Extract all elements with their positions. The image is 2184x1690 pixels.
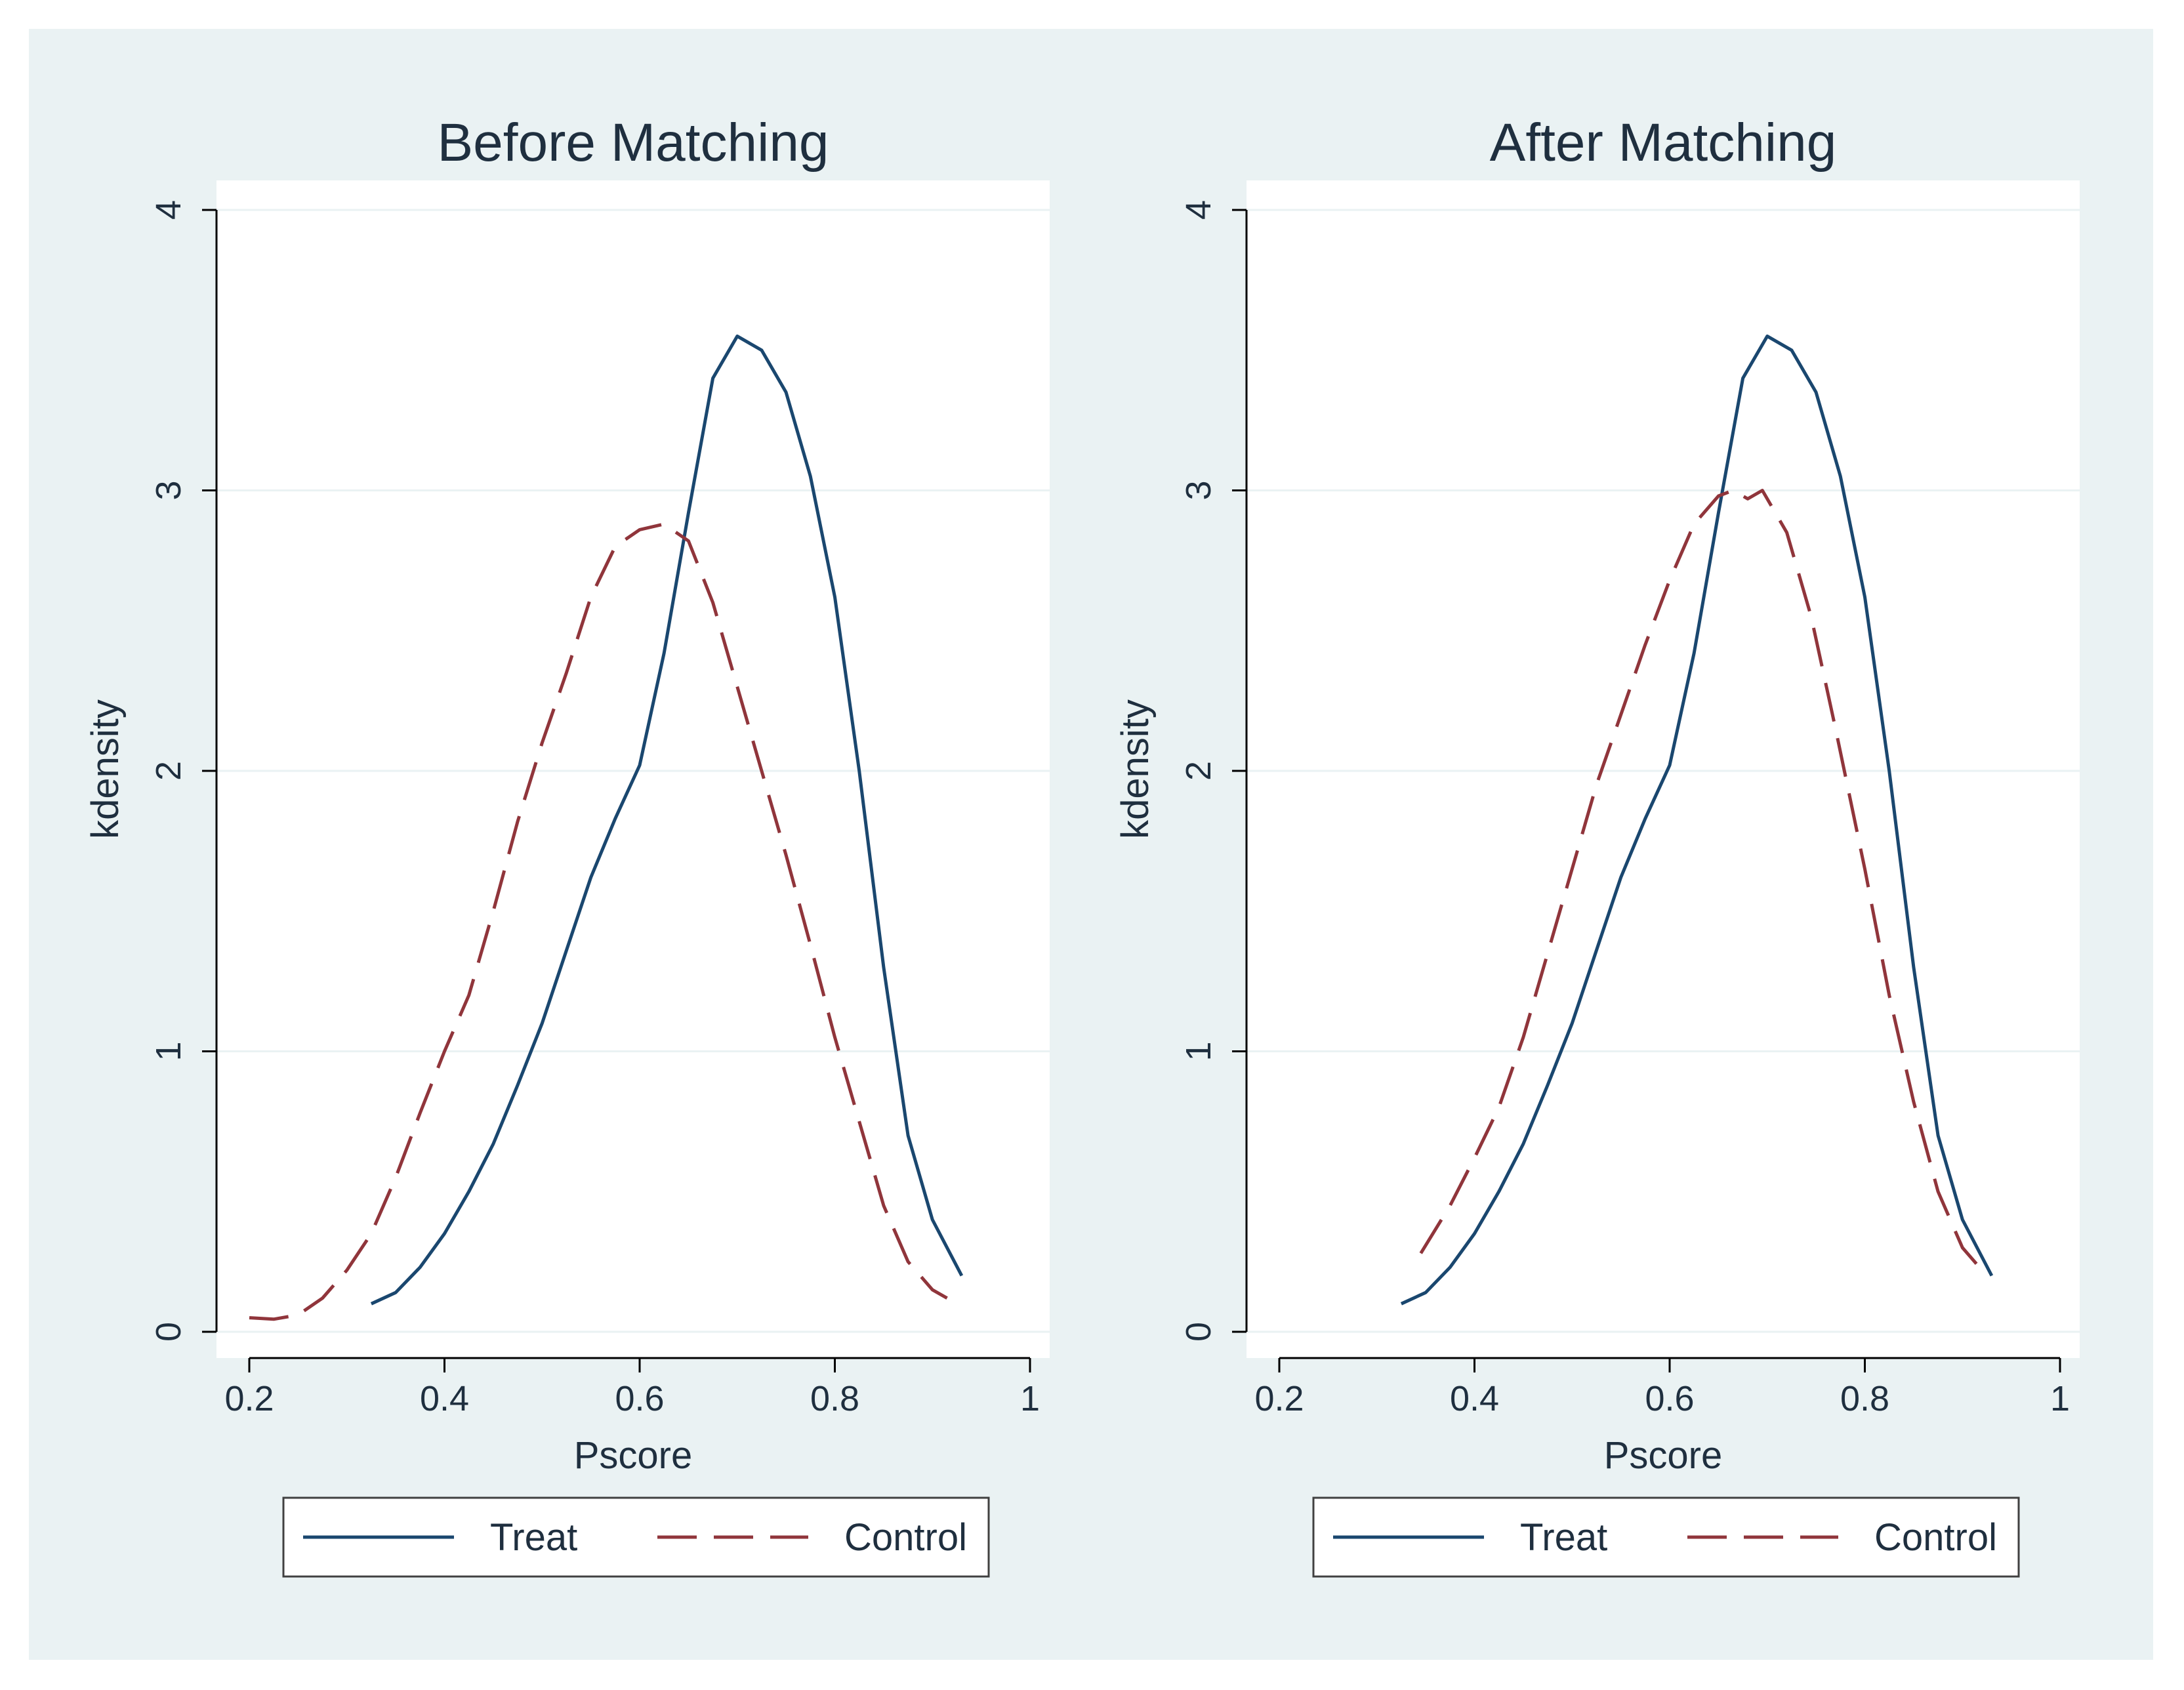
x-tick-label: 0.6: [615, 1379, 664, 1418]
x-tick-label: 0.2: [224, 1379, 274, 1418]
y-tick-label: 2: [1179, 761, 1218, 781]
chart-title: After Matching: [1490, 113, 1837, 173]
series-line-treat: [370, 334, 964, 1306]
legend-label-treat: Treat: [490, 1516, 577, 1559]
x-tick-label: 0.8: [810, 1379, 859, 1418]
y-axis-title: kdensity: [84, 699, 127, 839]
y-tick-label: 4: [149, 200, 188, 220]
x-axis-title: Pscore: [574, 1434, 693, 1477]
panel-before-matching: 0 1 2 3 4 0.2 0.4 0.6 0.8 1 Before Matching Pscore k…: [84, 113, 1050, 1578]
panel-after-matching: 0 1 2 3 4 0.2 0.4 0.6 0.8 1 After Matching Pscore kd…: [1114, 113, 2080, 1578]
x-tick-label: 0.6: [1645, 1379, 1694, 1418]
legend-label-treat: Treat: [1520, 1516, 1607, 1559]
x-tick-label: 0.4: [1450, 1379, 1499, 1418]
x-axis-title: Pscore: [1604, 1434, 1723, 1477]
legend-label-control: Control: [1874, 1516, 1997, 1559]
y-tick-label: 3: [149, 480, 188, 500]
x-tick-label: 0.4: [420, 1379, 469, 1418]
x-tick-label: 1: [2050, 1379, 2070, 1418]
series-line-treat: [1400, 334, 1994, 1306]
y-tick-label: 3: [1179, 480, 1218, 500]
x-tick-label: 0.8: [1840, 1379, 1889, 1418]
series-line-control: [249, 522, 948, 1321]
y-axis-title: kdensity: [1114, 699, 1157, 839]
y-tick-label: 0: [1179, 1322, 1218, 1342]
y-tick-label: 2: [149, 761, 188, 781]
series-line-control: [1419, 489, 1983, 1271]
plot-area: [216, 180, 1050, 1358]
x-tick-label: 0.2: [1254, 1379, 1304, 1418]
y-tick-label: 4: [1179, 200, 1218, 220]
y-tick-label: 0: [149, 1322, 188, 1342]
y-tick-label: 1: [1179, 1041, 1218, 1061]
plot-area: [1247, 180, 2080, 1358]
x-tick-label: 1: [1020, 1379, 1040, 1418]
chart-title: Before Matching: [437, 113, 829, 173]
y-tick-label: 1: [149, 1041, 188, 1061]
legend-label-control: Control: [844, 1516, 967, 1559]
